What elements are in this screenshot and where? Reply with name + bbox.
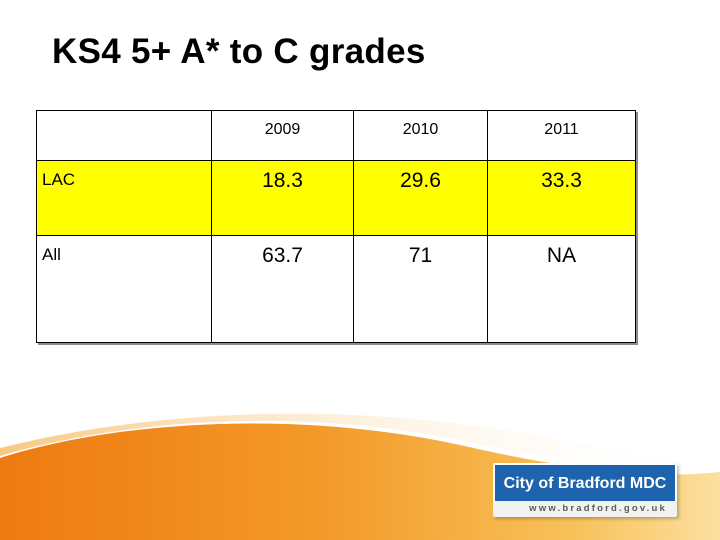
cell-lac-2010: 29.6	[353, 160, 488, 236]
cell-all-2009: 63.7	[211, 235, 354, 343]
cell-all-2011: NA	[487, 235, 636, 343]
header-cell-2009: 2009	[211, 110, 354, 161]
cell-lac-2009: 18.3	[211, 160, 354, 236]
data-table: 2009 2010 2011 LAC 18.3 29.6 33.3 All 63…	[36, 110, 636, 343]
table-row-lac: LAC 18.3 29.6 33.3	[36, 160, 636, 236]
header-cell-2011: 2011	[487, 110, 636, 161]
table-row-all: All 63.7 71 NA	[36, 235, 636, 343]
slide-title: KS4 5+ A* to C grades	[52, 32, 426, 71]
header-cell-2010: 2010	[353, 110, 488, 161]
logo-name: City of Bradford MDC	[493, 463, 677, 501]
logo-url: www.bradford.gov.uk	[493, 501, 677, 517]
bradford-logo: City of Bradford MDC www.bradford.gov.uk	[493, 463, 677, 517]
table-header-row: 2009 2010 2011	[36, 110, 636, 161]
cell-lac-2011: 33.3	[487, 160, 636, 236]
row-label-all: All	[36, 235, 212, 343]
header-cell-empty	[36, 110, 212, 161]
cell-all-2010: 71	[353, 235, 488, 343]
row-label-lac: LAC	[36, 160, 212, 236]
